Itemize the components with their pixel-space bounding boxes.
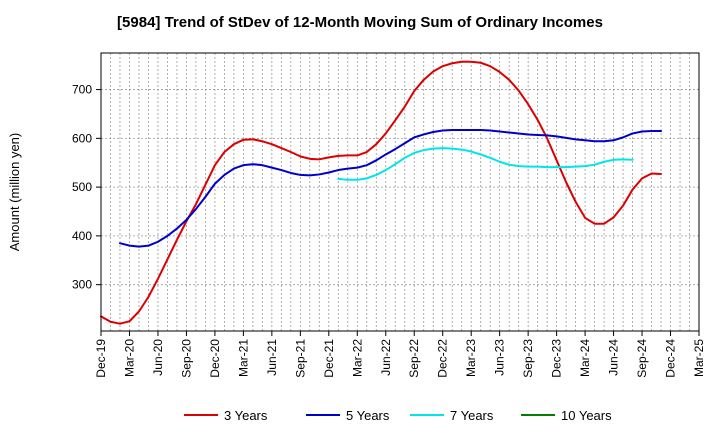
y-tick-label: 300: [72, 278, 92, 292]
series-line-3-years: [100, 60, 663, 325]
x-tick-label: Dec-22: [436, 339, 450, 378]
plot-area: [101, 53, 699, 331]
x-tick-label: Sep-21: [293, 339, 307, 378]
chart-title: [5984] Trend of StDev of 12-Month Moving…: [117, 14, 603, 31]
series-layer: [100, 60, 663, 325]
axes: 300 400 500 600 700 Dec-19 Mar-20 Jun-20 Sep-20 D…: [72, 52, 706, 378]
x-tick-label: Mar-25: [692, 339, 706, 377]
x-tick-label: Dec-24: [664, 339, 678, 378]
x-tick-label: Sep-24: [635, 339, 649, 378]
x-tick-label: Mar-22: [350, 339, 364, 377]
x-tick-label: Jun-24: [607, 339, 621, 376]
x-tick-label: Dec-21: [322, 339, 336, 378]
x-tick-label: Sep-22: [407, 339, 421, 378]
y-tick-label: 700: [72, 83, 92, 97]
legend-label-7-years: 7 Years: [450, 408, 494, 423]
x-tick-label: Jun-23: [493, 339, 507, 376]
plot-border: [100, 52, 700, 332]
x-tick-label: Mar-20: [122, 339, 136, 377]
plot-background: [101, 53, 699, 331]
series-line-7-years: [337, 147, 634, 181]
x-tick-label: Mar-24: [578, 339, 592, 377]
x-tick-label: Sep-20: [179, 339, 193, 378]
y-tick-label: 500: [72, 180, 92, 194]
legend: 3 Years 5 Years 7 Years 10 Years: [184, 408, 612, 423]
x-tick-label: Dec-23: [550, 339, 564, 378]
x-tick-label: Jun-21: [265, 339, 279, 376]
x-tick-label: Jun-22: [379, 339, 393, 376]
y-axis-title: Amount (million yen): [7, 133, 22, 252]
x-tick-label: Mar-23: [464, 339, 478, 377]
x-tick-label: Sep-23: [521, 339, 535, 378]
legend-label-3-years: 3 Years: [224, 408, 268, 423]
series-line-5-years: [118, 129, 663, 248]
y-tick-label: 600: [72, 131, 92, 145]
y-tick-label: 400: [72, 229, 92, 243]
x-tick-label: Dec-20: [208, 339, 222, 378]
x-tick-label: Dec-19: [94, 339, 108, 378]
x-tick-label: Mar-21: [236, 339, 250, 377]
x-tick-label: Jun-20: [151, 339, 165, 376]
legend-label-10-years: 10 Years: [561, 408, 612, 423]
legend-label-5-years: 5 Years: [346, 408, 390, 423]
